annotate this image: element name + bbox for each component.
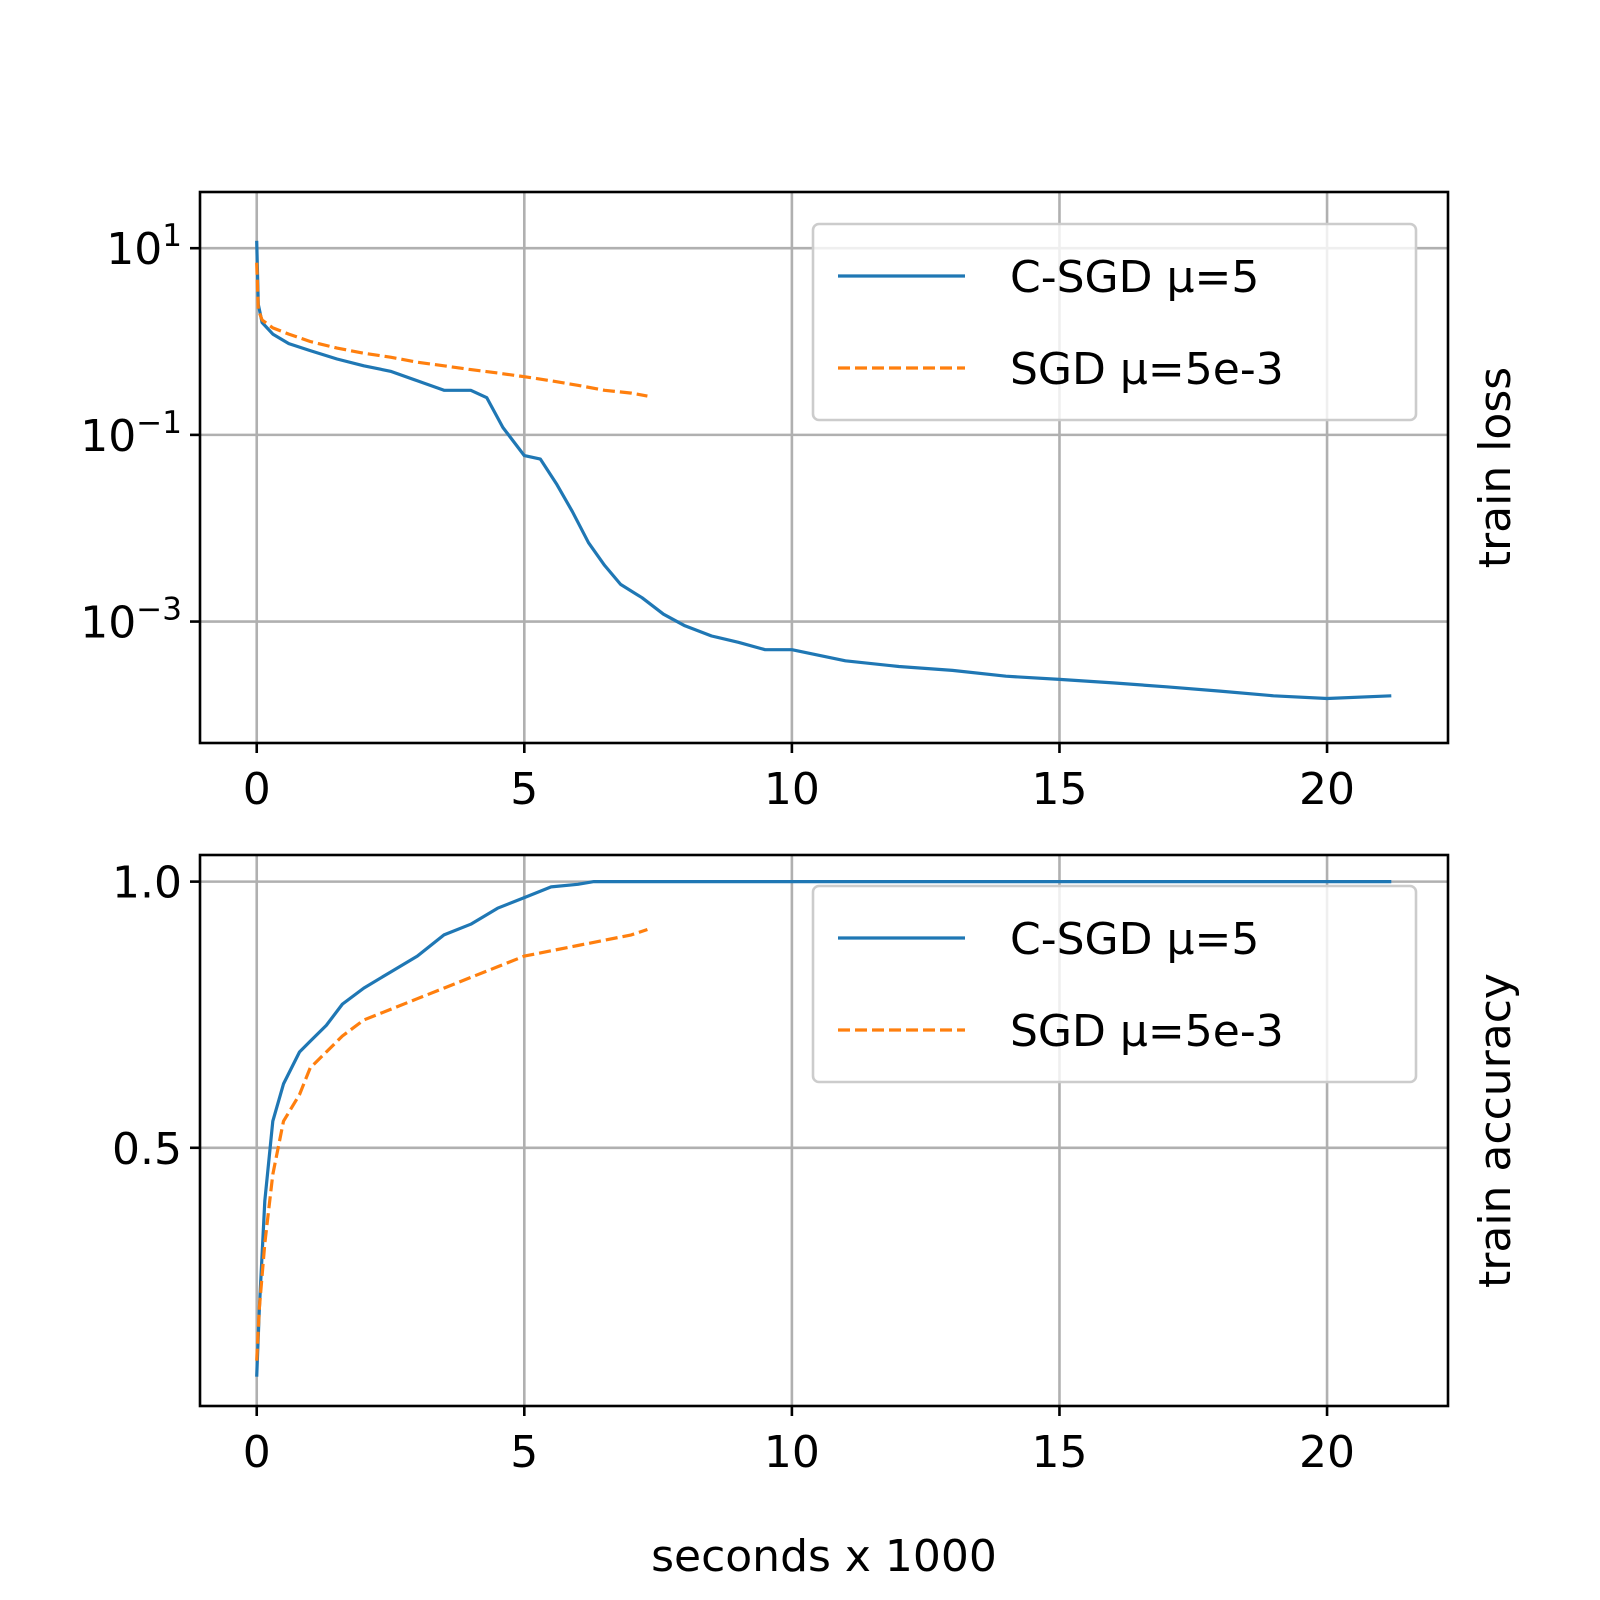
sgd-series-line (255, 927, 648, 1361)
y-axis-label: train accuracy (1470, 973, 1521, 1288)
y-tick-base: 10 (106, 224, 162, 275)
x-tick-label: 15 (1031, 1427, 1087, 1478)
y-tick-label: 10−1 (80, 405, 182, 462)
y-tick-exponent: −3 (136, 592, 182, 628)
y-tick-exponent: 1 (162, 218, 182, 254)
x-tick-label: 0 (243, 764, 271, 815)
csgd-legend-label: C-SGD μ=5 (1010, 914, 1259, 965)
x-tick-label: 5 (510, 1427, 538, 1478)
legend-box (811, 884, 1418, 1084)
series-group (255, 879, 1392, 1377)
y-tick-base: 10 (80, 598, 136, 649)
x-tick-label: 5 (510, 764, 538, 815)
x-tick-label: 10 (764, 1427, 820, 1478)
sgd-legend-label: SGD μ=5e-3 (1010, 344, 1284, 395)
y-tick-label: 101 (106, 218, 182, 275)
x-axis-label: seconds x 1000 (651, 1531, 997, 1582)
sgd-legend-label: SGD μ=5e-3 (1010, 1006, 1284, 1057)
legend: C-SGD μ=5 SGD μ=5e-3 (811, 884, 1418, 1084)
csgd-series-line (255, 879, 1392, 1377)
y-tick-label: 10−3 (80, 592, 182, 649)
x-tick-label: 10 (764, 764, 820, 815)
x-tick-label: 0 (243, 1427, 271, 1478)
legend-box (811, 222, 1418, 422)
y-tick-label: 1.0 (112, 858, 182, 909)
y-tick-label: 0.5 (112, 1124, 182, 1175)
y-axis-label: train loss (1470, 367, 1521, 568)
y-tick-base: 10 (80, 411, 136, 462)
bottom-panel: 0 5 10 15 20 1.0 0.5 train accuracy seconds x 10… (112, 853, 1521, 1582)
plot-frame (198, 190, 1450, 745)
x-tick-label: 20 (1299, 764, 1355, 815)
series-group (255, 240, 1392, 701)
x-tick-label: 15 (1031, 764, 1087, 815)
csgd-legend-label: C-SGD μ=5 (1010, 252, 1259, 303)
y-tick-exponent: −1 (136, 405, 182, 441)
csgd-series-line (255, 240, 1392, 701)
sgd-series-line (255, 262, 648, 398)
legend: C-SGD μ=5 SGD μ=5e-3 (811, 222, 1418, 422)
plot-frame (198, 853, 1450, 1408)
x-tick-label: 20 (1299, 1427, 1355, 1478)
